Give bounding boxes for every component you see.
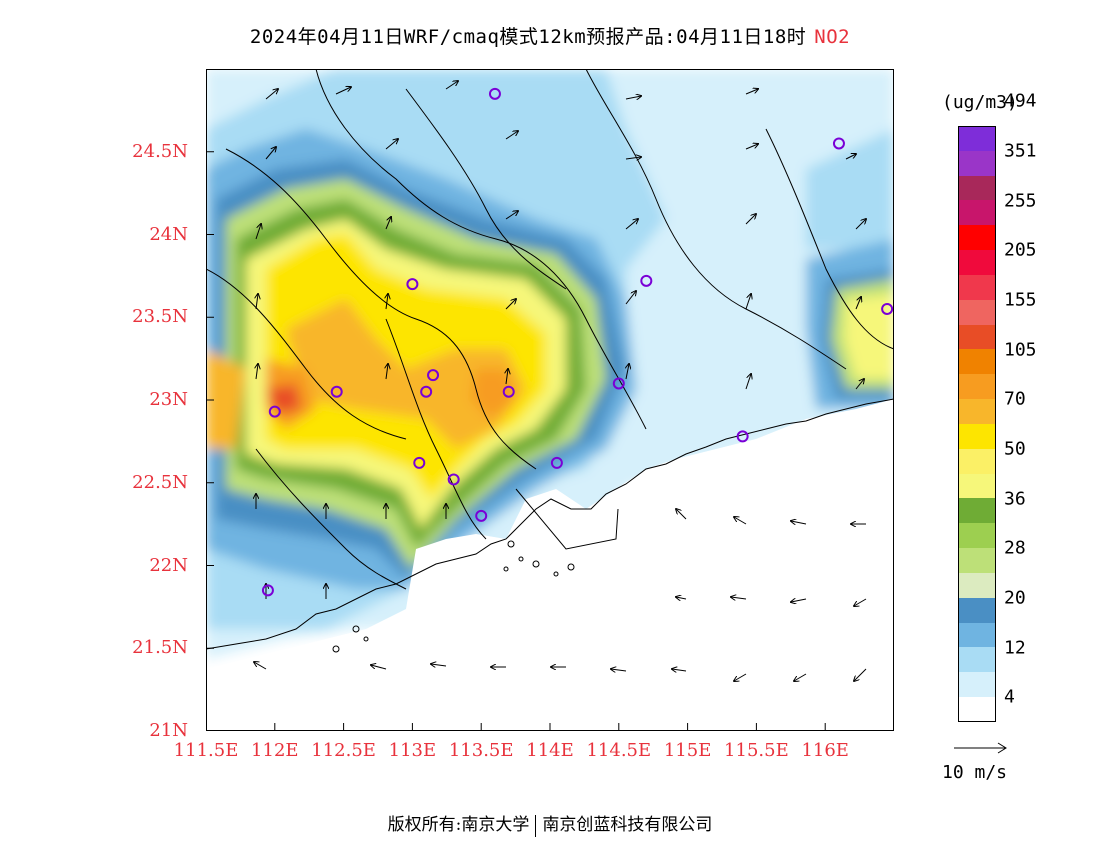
colorbar-swatch [958, 523, 996, 549]
concentration-map [206, 69, 894, 731]
station-marker [406, 278, 419, 291]
colorbar-tick-label: 36 [1004, 488, 1026, 509]
lon-tick-label: 114E [526, 740, 574, 761]
islands [332, 540, 575, 653]
colorbar-swatch [958, 448, 996, 474]
station-marker [502, 385, 515, 398]
colorbar-tick-label: 12 [1004, 637, 1026, 658]
colorbar-swatch [958, 349, 996, 375]
wind-reference-label: 10 m/s [942, 762, 1008, 783]
station-marker [261, 584, 274, 597]
colorbar-swatch [958, 597, 996, 623]
colorbar-swatch [958, 697, 996, 722]
station-marker [330, 385, 343, 398]
colorbar-swatch [958, 399, 996, 424]
lat-tick-label: 21N [149, 720, 188, 741]
map-border [206, 69, 894, 731]
station-marker [832, 137, 845, 150]
colorbar-swatch [958, 572, 996, 598]
lon-tick-label: 112E [251, 740, 299, 761]
lon-tick-label: 116E [801, 740, 849, 761]
lon-tick-label: 112.5E [311, 740, 376, 761]
station-marker [420, 385, 433, 398]
colorbar-swatch [958, 200, 996, 226]
station-marker [612, 377, 625, 390]
wind-vectors [254, 81, 866, 681]
lat-tick-label: 23.5N [132, 306, 188, 328]
boundary-lines [206, 69, 894, 650]
station-marker [736, 430, 749, 443]
colorbar-swatch [958, 150, 996, 176]
lat-tick-label: 21.5N [132, 637, 188, 659]
station-marker [413, 456, 426, 469]
station-marker [488, 87, 501, 100]
station-marker [640, 274, 653, 287]
lat-tick-label: 24N [149, 223, 188, 245]
colorbar-swatch [958, 274, 996, 300]
company-name: 南京创蓝科技有限公司 [542, 815, 713, 835]
copyright-text: 版权所有:南京大学 [387, 815, 530, 835]
pollutant-name: NO2 [814, 26, 851, 48]
lon-tick-label: 115.5E [724, 740, 789, 761]
station-marker [475, 509, 488, 522]
chart-title: 2024年04月11日WRF/cmaq模式12km预报产品:04月11日18时 N… [0, 22, 1100, 49]
title-text: 2024年04月11日WRF/cmaq模式12km预报产品:04月11日18时 [249, 26, 807, 48]
wind-reference-arrow [954, 742, 1007, 754]
monitoring-stations [261, 87, 894, 597]
lon-tick-label: 113.5E [448, 740, 514, 761]
concentration-field [206, 69, 894, 731]
colorbar-swatch [958, 647, 996, 673]
colorbar-tick-label: 28 [1004, 537, 1026, 559]
colorbar-swatch [958, 324, 996, 350]
colorbar-tick-label: 20 [1004, 587, 1026, 609]
lat-tick-label: 22.5N [132, 471, 188, 493]
colorbar-tick-label: 351 [1004, 140, 1037, 162]
colorbar-swatch [958, 374, 996, 400]
station-marker [427, 369, 440, 382]
colorbar-swatch [958, 126, 996, 151]
colorbar-unit: (ug/m3) [942, 92, 1018, 113]
lon-tick-label: 115E [663, 740, 712, 761]
colorbar-tick-label: 105 [1004, 339, 1037, 360]
station-marker [268, 405, 281, 418]
lon-tick-label: 113E [388, 740, 437, 761]
colorbar-swatch [958, 548, 996, 573]
colorbar-swatch [958, 225, 996, 251]
station-marker [881, 302, 894, 315]
colorbar-tick-label: 4 [1004, 686, 1015, 708]
colorbar-swatch [958, 423, 996, 449]
footer-separator [535, 814, 537, 837]
colorbar-swatch [958, 299, 996, 325]
lon-tick-label: 114.5E [586, 740, 652, 761]
lat-tick-label: 24.5N [132, 140, 188, 162]
colorbar-tick-label: 205 [1004, 239, 1037, 261]
colorbar-tick-label: 70 [1004, 388, 1026, 410]
colorbar [958, 126, 996, 722]
colorbar-swatch [958, 498, 996, 524]
colorbar-tick-label: 494 [1004, 90, 1037, 112]
map-panel [206, 69, 894, 731]
colorbar-tick-label: 155 [1004, 289, 1037, 311]
colorbar-swatch [958, 622, 996, 648]
colorbar-swatch [958, 672, 996, 698]
lat-tick-label: 22N [149, 554, 188, 576]
colorbar-tick-label: 255 [1004, 190, 1037, 211]
station-marker [447, 473, 460, 486]
footer: 版权所有:南京大学 南京创蓝科技有限公司 [0, 810, 1100, 837]
colorbar-swatch [958, 473, 996, 499]
lat-tick-label: 23N [149, 389, 188, 410]
colorbar-swatch [958, 175, 996, 201]
colorbar-tick-label: 50 [1004, 438, 1026, 460]
station-marker [550, 456, 563, 469]
colorbar-swatch [958, 250, 996, 275]
lon-tick-label: 111.5E [173, 740, 239, 761]
